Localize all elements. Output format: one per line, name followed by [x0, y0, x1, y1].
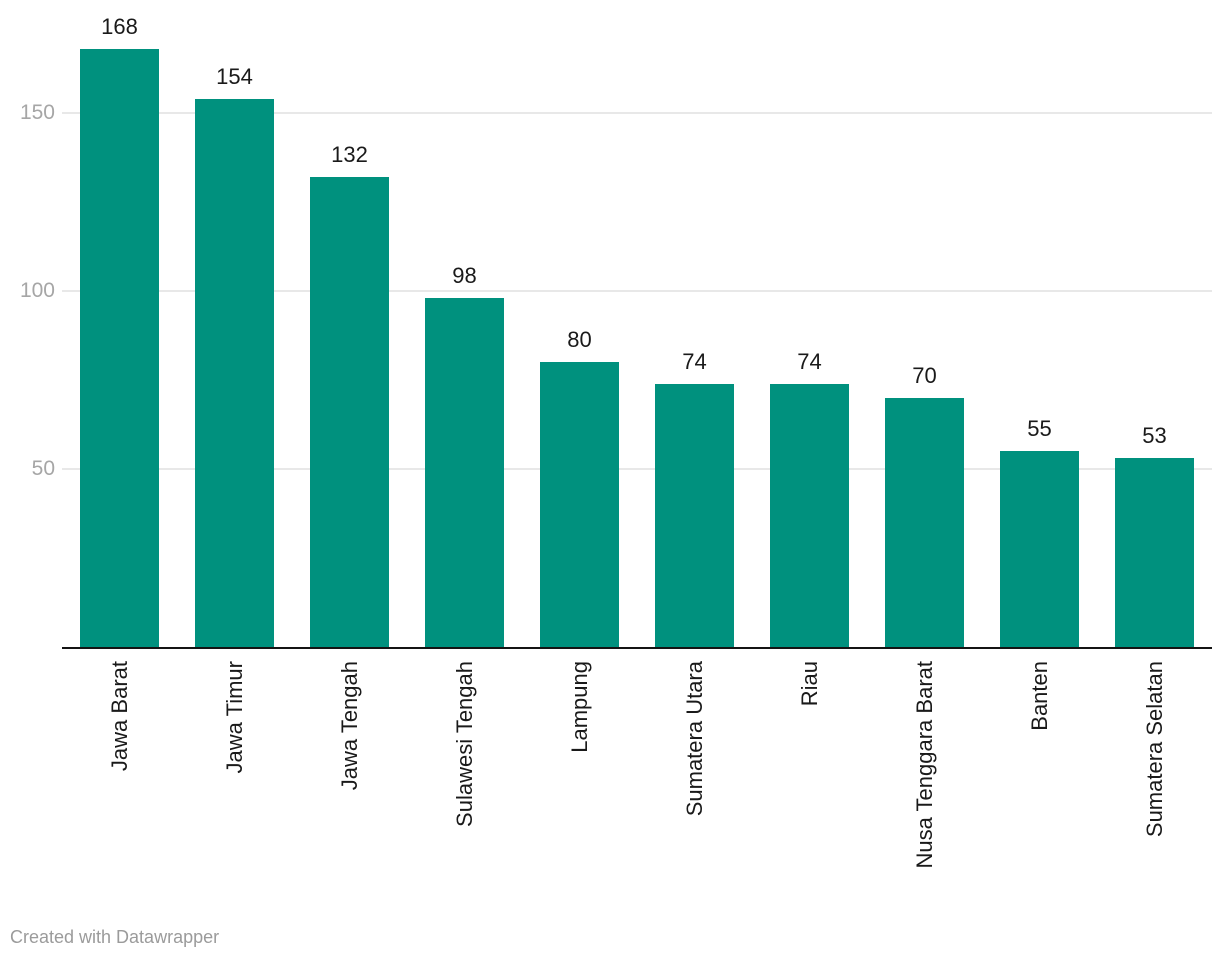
x-axis-label-cell: Jawa Timur: [177, 649, 292, 901]
bar-column: 80: [522, 0, 637, 647]
x-axis-category-label: Riau: [796, 661, 822, 707]
bar[interactable]: [195, 99, 274, 647]
x-axis-label-cell: Lampung: [522, 649, 637, 901]
x-axis-label-cell: Banten: [982, 649, 1097, 901]
bar-value-label: 154: [216, 64, 253, 89]
bar[interactable]: [770, 384, 849, 647]
bar-column: 98: [407, 0, 522, 647]
x-axis-label-cell: Sumatera Utara: [637, 649, 752, 901]
bar[interactable]: [425, 298, 504, 647]
x-axis-label-cell: Riau: [752, 649, 867, 901]
bar[interactable]: [655, 384, 734, 647]
bar-value-label: 70: [912, 363, 937, 388]
x-axis-category-label: Sumatera Utara: [681, 661, 707, 817]
y-axis-tick-label: 100: [19, 279, 55, 302]
bar-column: 74: [637, 0, 752, 647]
bar-value-label: 80: [567, 327, 592, 352]
x-axis-label-cell: Jawa Barat: [62, 649, 177, 901]
bar-value-label: 98: [452, 263, 477, 288]
x-axis-category-label: Nusa Tenggara Barat: [911, 661, 937, 869]
x-axis-label-cell: Jawa Tengah: [292, 649, 407, 901]
bar[interactable]: [885, 398, 964, 647]
bars-row: 168 154 132 98 80 74 74 70 55 53: [62, 0, 1212, 649]
x-axis-category-label: Sumatera Selatan: [1141, 661, 1167, 838]
bar[interactable]: [1115, 458, 1194, 647]
bar-value-label: 53: [1142, 423, 1167, 448]
bar-column: 74: [752, 0, 867, 647]
bar[interactable]: [80, 49, 159, 647]
bar-column: 55: [982, 0, 1097, 647]
bar-value-label: 132: [331, 142, 368, 167]
y-axis: 50 100 150: [0, 0, 55, 647]
x-axis-category-label: Jawa Timur: [221, 661, 247, 774]
bar[interactable]: [540, 362, 619, 647]
x-axis-category-label: Jawa Barat: [106, 661, 132, 772]
bar-column: 132: [292, 0, 407, 647]
bar-value-label: 74: [682, 349, 707, 374]
bar-column: 154: [177, 0, 292, 647]
x-axis-category-label: Lampung: [566, 661, 592, 753]
gridline: [62, 112, 1212, 114]
y-axis-tick-label: 150: [19, 101, 55, 124]
x-axis-category-label: Jawa Tengah: [336, 661, 362, 791]
bar-column: 53: [1097, 0, 1212, 647]
x-axis-category-label: Sulawesi Tengah: [451, 661, 477, 827]
gridline: [62, 290, 1212, 292]
bar[interactable]: [1000, 451, 1079, 647]
gridline: [62, 468, 1212, 470]
plot-area: 168 154 132 98 80 74 74 70 55 53 Jawa Barat Jawa T…: [62, 0, 1212, 901]
x-axis-label-cell: Nusa Tenggara Barat: [867, 649, 982, 901]
x-axis-label-cell: Sulawesi Tengah: [407, 649, 522, 901]
bar-value-label: 55: [1027, 416, 1052, 441]
x-axis-category-label: Banten: [1026, 661, 1052, 731]
bar-column: 70: [867, 0, 982, 647]
x-axis-labels: Jawa Barat Jawa Timur Jawa Tengah Sulawesi …: [62, 649, 1212, 901]
bar-value-label: 74: [797, 349, 822, 374]
attribution-text: Created with Datawrapper: [10, 927, 220, 947]
bar[interactable]: [310, 177, 389, 647]
x-axis-label-cell: Sumatera Selatan: [1097, 649, 1212, 901]
y-axis-tick-label: 50: [31, 457, 55, 480]
attribution: Created with Datawrapper: [10, 927, 219, 948]
bar-value-label: 168: [101, 14, 138, 39]
bar-column: 168: [62, 0, 177, 647]
